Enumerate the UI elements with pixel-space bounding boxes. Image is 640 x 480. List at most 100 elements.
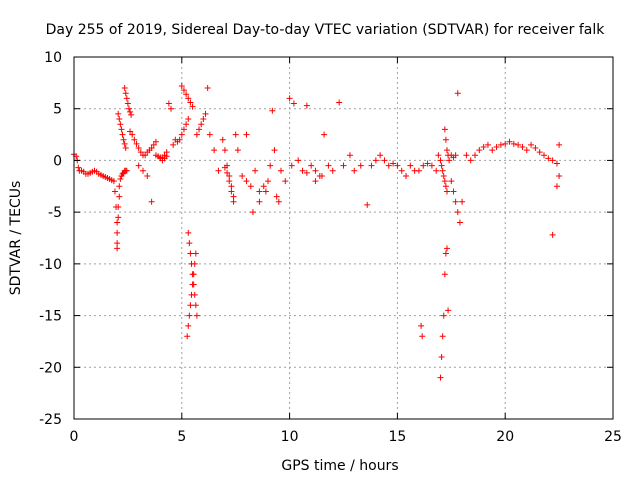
data-point xyxy=(308,162,315,169)
data-point xyxy=(442,136,449,143)
data-point xyxy=(381,157,388,164)
data-point xyxy=(152,138,159,145)
data-point xyxy=(459,198,466,205)
data-point xyxy=(545,155,552,162)
data-point xyxy=(119,170,126,177)
data-point xyxy=(394,162,401,169)
data-point xyxy=(437,157,444,164)
data-point xyxy=(226,172,233,179)
data-point xyxy=(185,229,192,236)
data-point xyxy=(116,183,123,190)
data-point xyxy=(193,312,200,319)
data-point xyxy=(252,167,259,174)
data-point xyxy=(230,198,237,205)
data-point xyxy=(519,143,526,150)
data-point xyxy=(262,188,269,195)
data-point xyxy=(443,188,450,195)
data-point xyxy=(196,126,203,133)
data-point xyxy=(439,333,446,340)
data-point xyxy=(111,188,118,195)
data-point xyxy=(139,167,146,174)
data-point xyxy=(185,95,192,102)
data-point xyxy=(114,240,121,247)
data-point xyxy=(114,245,121,252)
data-point xyxy=(135,145,142,152)
data-point xyxy=(190,271,197,278)
data-point xyxy=(228,183,235,190)
data-point xyxy=(114,219,121,226)
data-point xyxy=(226,178,233,185)
data-point xyxy=(321,131,328,138)
data-point xyxy=(120,136,127,143)
data-point xyxy=(424,160,431,167)
data-point xyxy=(116,116,123,123)
data-point xyxy=(448,178,455,185)
data-point xyxy=(452,152,459,159)
x-axis-label: GPS time / hours xyxy=(281,458,398,474)
data-point xyxy=(549,231,556,238)
x-tick-label: 15 xyxy=(388,429,406,445)
data-point xyxy=(420,162,427,169)
data-point xyxy=(357,162,364,169)
data-point xyxy=(202,110,209,117)
x-tick-label: 5 xyxy=(177,429,186,445)
data-point xyxy=(200,116,207,123)
data-point xyxy=(456,219,463,226)
data-point xyxy=(329,167,336,174)
data-point xyxy=(165,100,172,107)
data-point xyxy=(442,183,449,190)
data-point xyxy=(189,281,196,288)
y-tick-label: 0 xyxy=(53,153,62,169)
x-tick-label: 25 xyxy=(604,429,622,445)
data-point xyxy=(454,90,461,97)
data-point xyxy=(484,141,491,148)
data-point xyxy=(390,160,397,167)
data-point xyxy=(129,131,136,138)
y-tick-label: -25 xyxy=(39,412,62,428)
data-point xyxy=(476,147,483,154)
data-point xyxy=(137,149,144,156)
data-point xyxy=(364,201,371,208)
data-point xyxy=(206,131,213,138)
data-point xyxy=(125,105,132,112)
data-point xyxy=(553,160,560,167)
data-point xyxy=(187,250,194,257)
x-tick-label: 20 xyxy=(496,429,514,445)
data-point xyxy=(183,91,190,98)
data-point xyxy=(193,131,200,138)
axis-ticks: 0 5 10 15 20 25 -25 -20 -15 -10 -5 0 5 10 xyxy=(39,50,622,445)
data-point xyxy=(188,291,195,298)
data-point xyxy=(312,178,319,185)
data-point xyxy=(133,140,140,147)
data-point xyxy=(497,141,504,148)
data-point xyxy=(437,374,444,381)
data-point xyxy=(211,147,218,154)
data-point xyxy=(247,183,254,190)
data-point xyxy=(180,126,187,133)
data-point xyxy=(536,149,543,156)
y-tick-label: -5 xyxy=(48,205,62,221)
data-point xyxy=(215,167,222,174)
data-point xyxy=(428,162,435,169)
data-point xyxy=(163,153,170,160)
x-tick-label: 0 xyxy=(70,429,79,445)
data-point xyxy=(385,162,392,169)
data-point xyxy=(368,162,375,169)
data-point xyxy=(180,87,187,94)
data-point xyxy=(269,107,276,114)
data-point xyxy=(148,198,155,205)
data-point xyxy=(377,152,384,159)
data-point xyxy=(187,99,194,106)
data-point xyxy=(271,147,278,154)
data-point xyxy=(228,188,235,195)
data-point xyxy=(275,198,282,205)
data-point xyxy=(186,240,193,247)
data-point xyxy=(122,90,129,97)
data-point xyxy=(303,169,310,176)
y-tick-label: 10 xyxy=(44,50,62,66)
data-point xyxy=(515,141,522,148)
plot-frame xyxy=(73,56,614,420)
data-point xyxy=(282,178,289,185)
data-point xyxy=(118,126,125,133)
data-point xyxy=(351,167,358,174)
